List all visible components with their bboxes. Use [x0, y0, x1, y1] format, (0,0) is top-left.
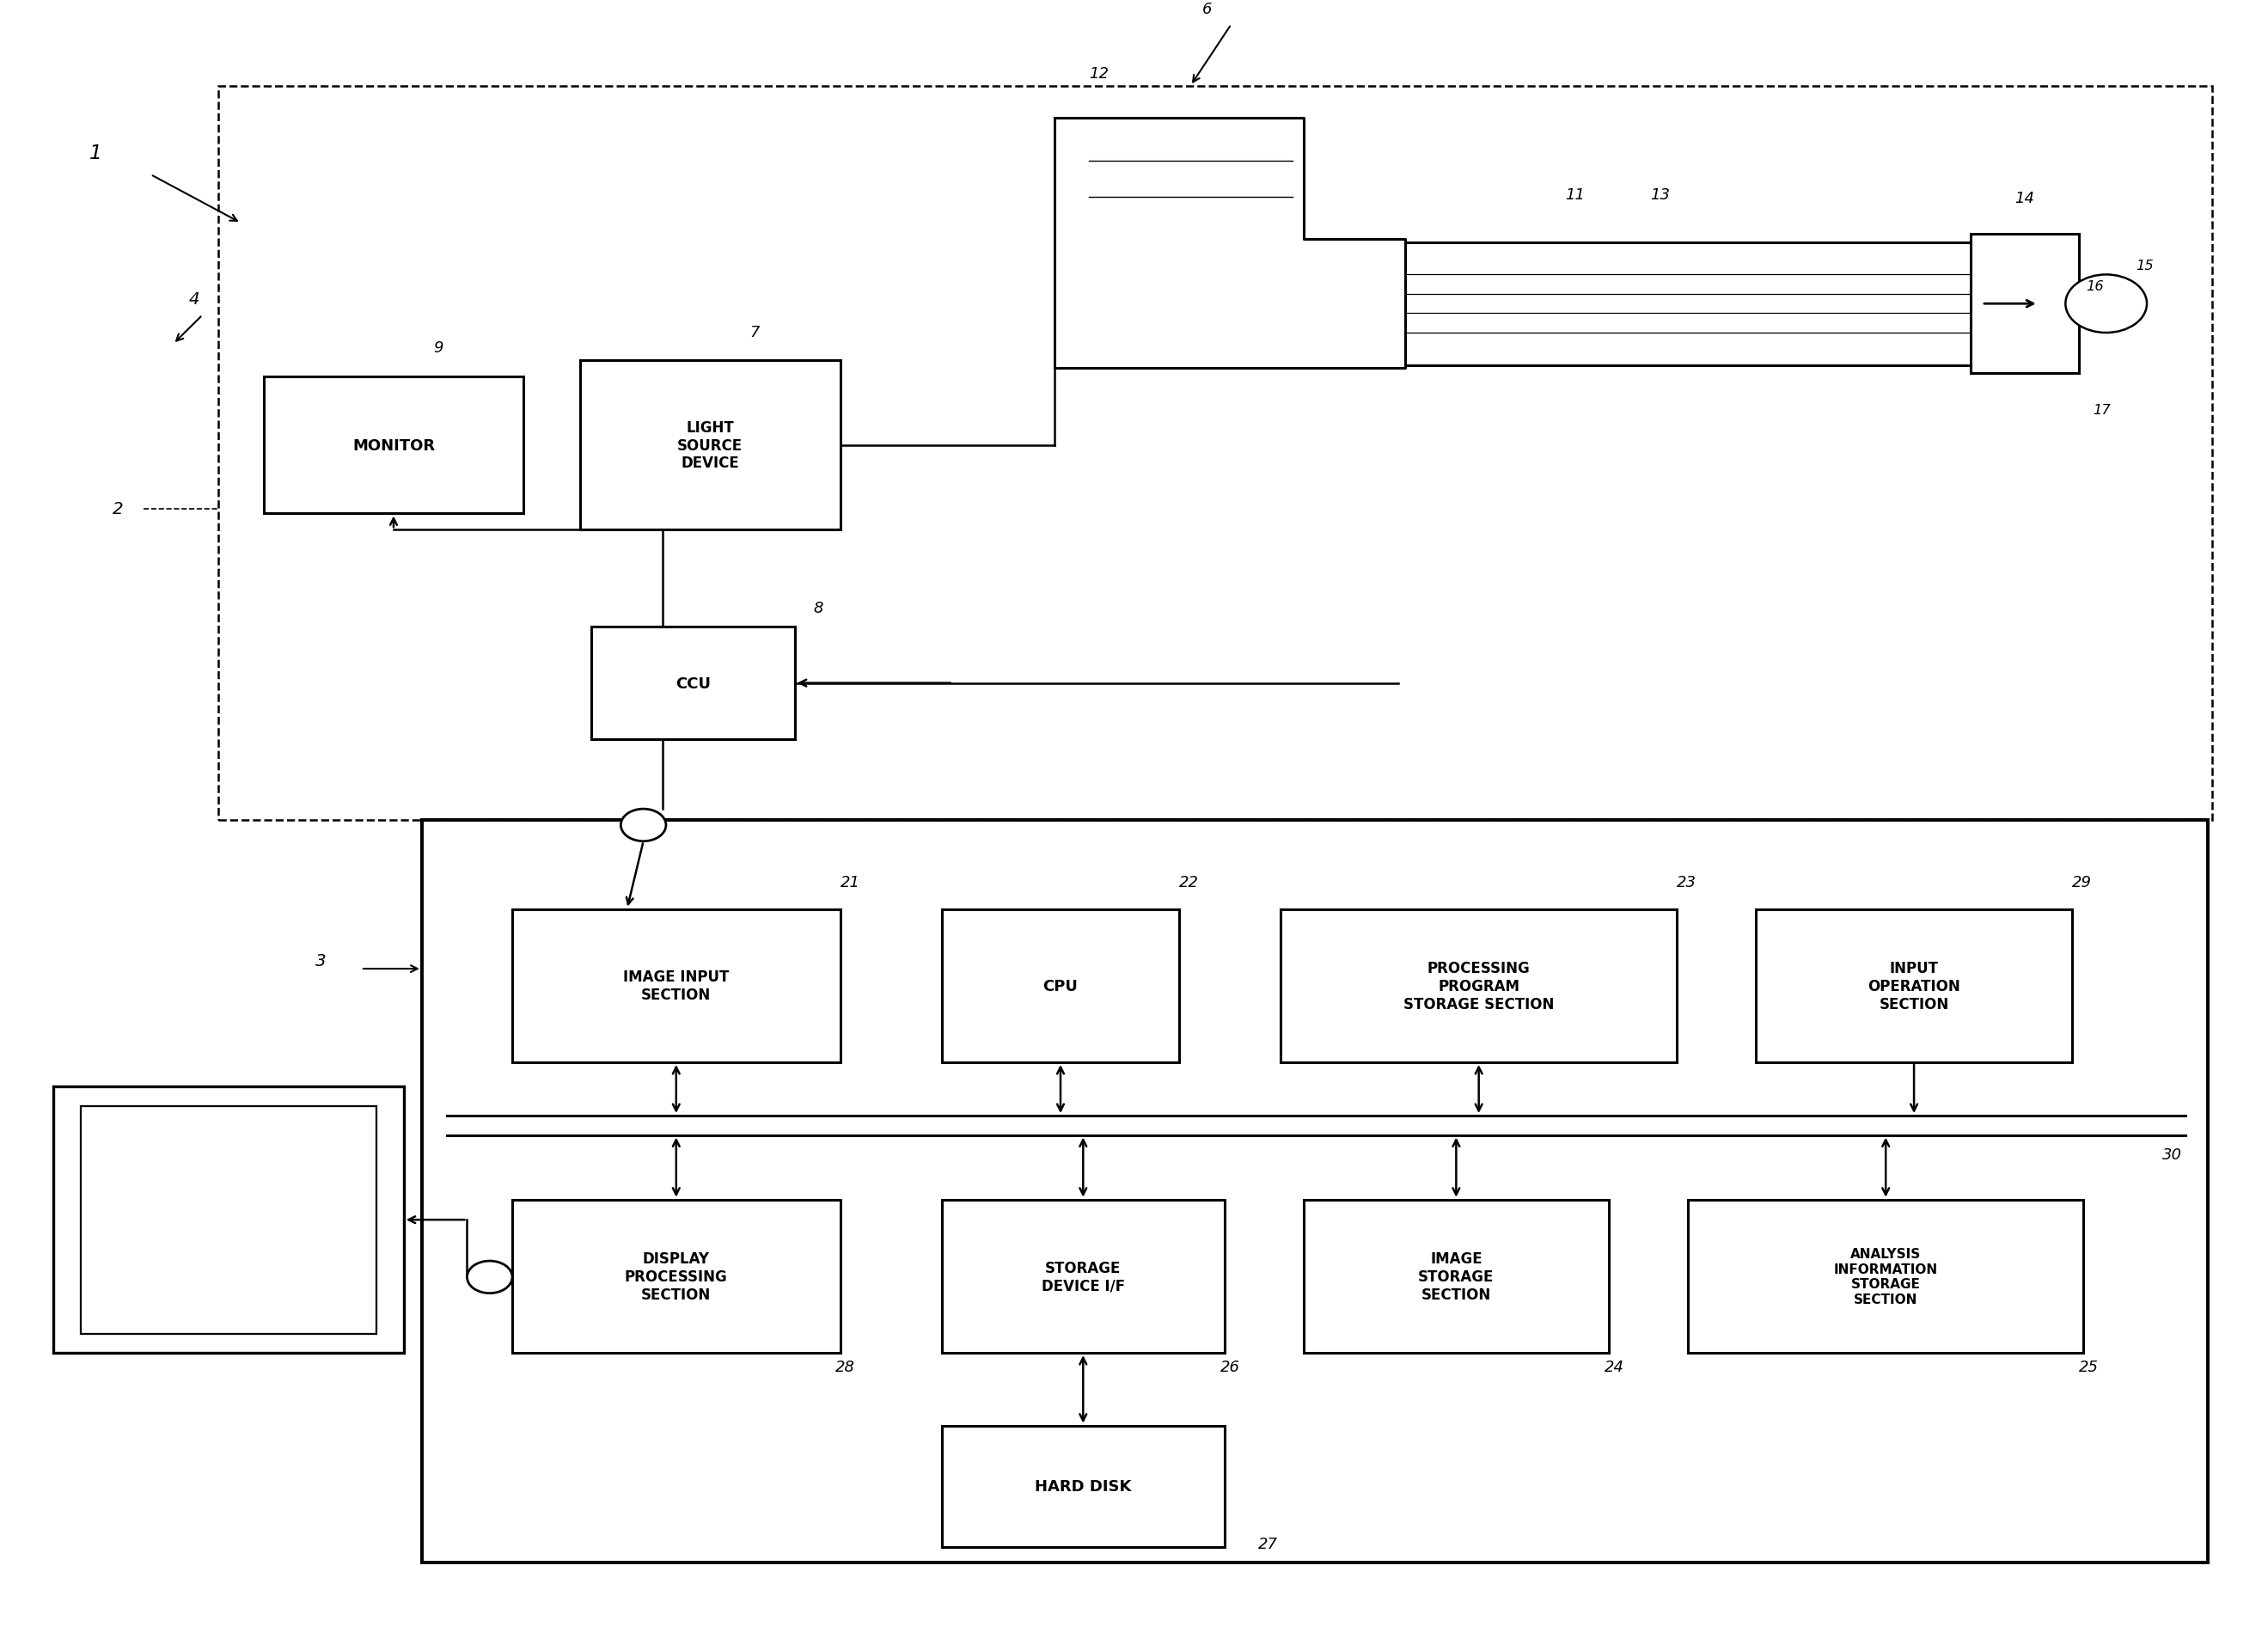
- Text: STORAGE
DEVICE I/F: STORAGE DEVICE I/F: [1041, 1260, 1125, 1293]
- Text: 11: 11: [1565, 187, 1585, 203]
- Text: 12: 12: [1089, 66, 1109, 82]
- Polygon shape: [1055, 118, 1406, 369]
- Bar: [592, 628, 794, 739]
- Bar: [54, 1087, 404, 1354]
- Text: CCU: CCU: [676, 675, 710, 692]
- Bar: [581, 361, 839, 529]
- Text: 21: 21: [839, 875, 860, 890]
- Bar: [1281, 910, 1676, 1062]
- Text: 17: 17: [2093, 403, 2112, 416]
- Bar: [941, 910, 1179, 1062]
- Text: 30: 30: [2164, 1147, 2182, 1162]
- Circle shape: [2066, 275, 2148, 333]
- Bar: [1304, 1200, 1608, 1354]
- Text: 13: 13: [1649, 187, 1669, 203]
- Text: 1: 1: [88, 144, 102, 164]
- Text: INPUT
OPERATION
SECTION: INPUT OPERATION SECTION: [1867, 960, 1960, 1011]
- Text: 6: 6: [1202, 2, 1211, 18]
- Circle shape: [621, 810, 667, 841]
- Bar: [1755, 910, 2073, 1062]
- Text: CPU: CPU: [1043, 978, 1077, 993]
- Bar: [513, 1200, 839, 1354]
- Bar: [513, 910, 839, 1062]
- Circle shape: [467, 1260, 513, 1293]
- Text: ANALYSIS
INFORMATION
STORAGE
SECTION: ANALYSIS INFORMATION STORAGE SECTION: [1835, 1247, 1937, 1305]
- Bar: [1687, 1200, 2084, 1354]
- Text: IMAGE
STORAGE
SECTION: IMAGE STORAGE SECTION: [1418, 1251, 1495, 1301]
- Text: 2: 2: [111, 502, 122, 518]
- Text: 8: 8: [812, 600, 823, 616]
- Text: 25: 25: [2080, 1359, 2098, 1373]
- Text: 28: 28: [835, 1359, 855, 1373]
- Bar: [422, 821, 2209, 1564]
- Text: 22: 22: [1179, 875, 1200, 890]
- Bar: [263, 377, 524, 515]
- Bar: [218, 87, 2211, 821]
- Bar: [941, 1200, 1225, 1354]
- Text: IMAGE INPUT
SECTION: IMAGE INPUT SECTION: [624, 969, 730, 1003]
- Text: 23: 23: [1676, 875, 1696, 890]
- Text: 27: 27: [1259, 1536, 1279, 1552]
- Text: 29: 29: [2073, 875, 2091, 890]
- Text: MONITOR: MONITOR: [352, 438, 435, 454]
- Bar: [79, 1106, 376, 1334]
- Text: 16: 16: [2087, 280, 2105, 293]
- Bar: [1971, 234, 2080, 374]
- Text: LIGHT
SOURCE
DEVICE: LIGHT SOURCE DEVICE: [678, 420, 744, 470]
- Text: PROCESSING
PROGRAM
STORAGE SECTION: PROCESSING PROGRAM STORAGE SECTION: [1404, 960, 1554, 1011]
- Text: 9: 9: [433, 341, 442, 356]
- Text: 26: 26: [1220, 1359, 1241, 1373]
- Text: 7: 7: [751, 325, 760, 339]
- Text: 24: 24: [1603, 1359, 1624, 1373]
- Text: 3: 3: [315, 952, 327, 969]
- Bar: [941, 1426, 1225, 1547]
- Text: DISPLAY
PROCESSING
SECTION: DISPLAY PROCESSING SECTION: [624, 1251, 728, 1301]
- Text: 14: 14: [2014, 190, 2034, 207]
- Text: 15: 15: [2136, 259, 2152, 272]
- Text: HARD DISK: HARD DISK: [1034, 1478, 1132, 1493]
- Text: 4: 4: [188, 292, 200, 308]
